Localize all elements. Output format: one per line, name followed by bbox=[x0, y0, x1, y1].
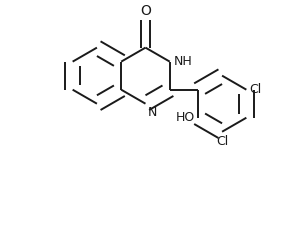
Text: N: N bbox=[147, 106, 157, 119]
Text: NH: NH bbox=[174, 55, 193, 68]
Text: Cl: Cl bbox=[249, 83, 262, 96]
Text: HO: HO bbox=[175, 111, 195, 124]
Text: Cl: Cl bbox=[216, 135, 228, 148]
Text: O: O bbox=[140, 4, 151, 18]
